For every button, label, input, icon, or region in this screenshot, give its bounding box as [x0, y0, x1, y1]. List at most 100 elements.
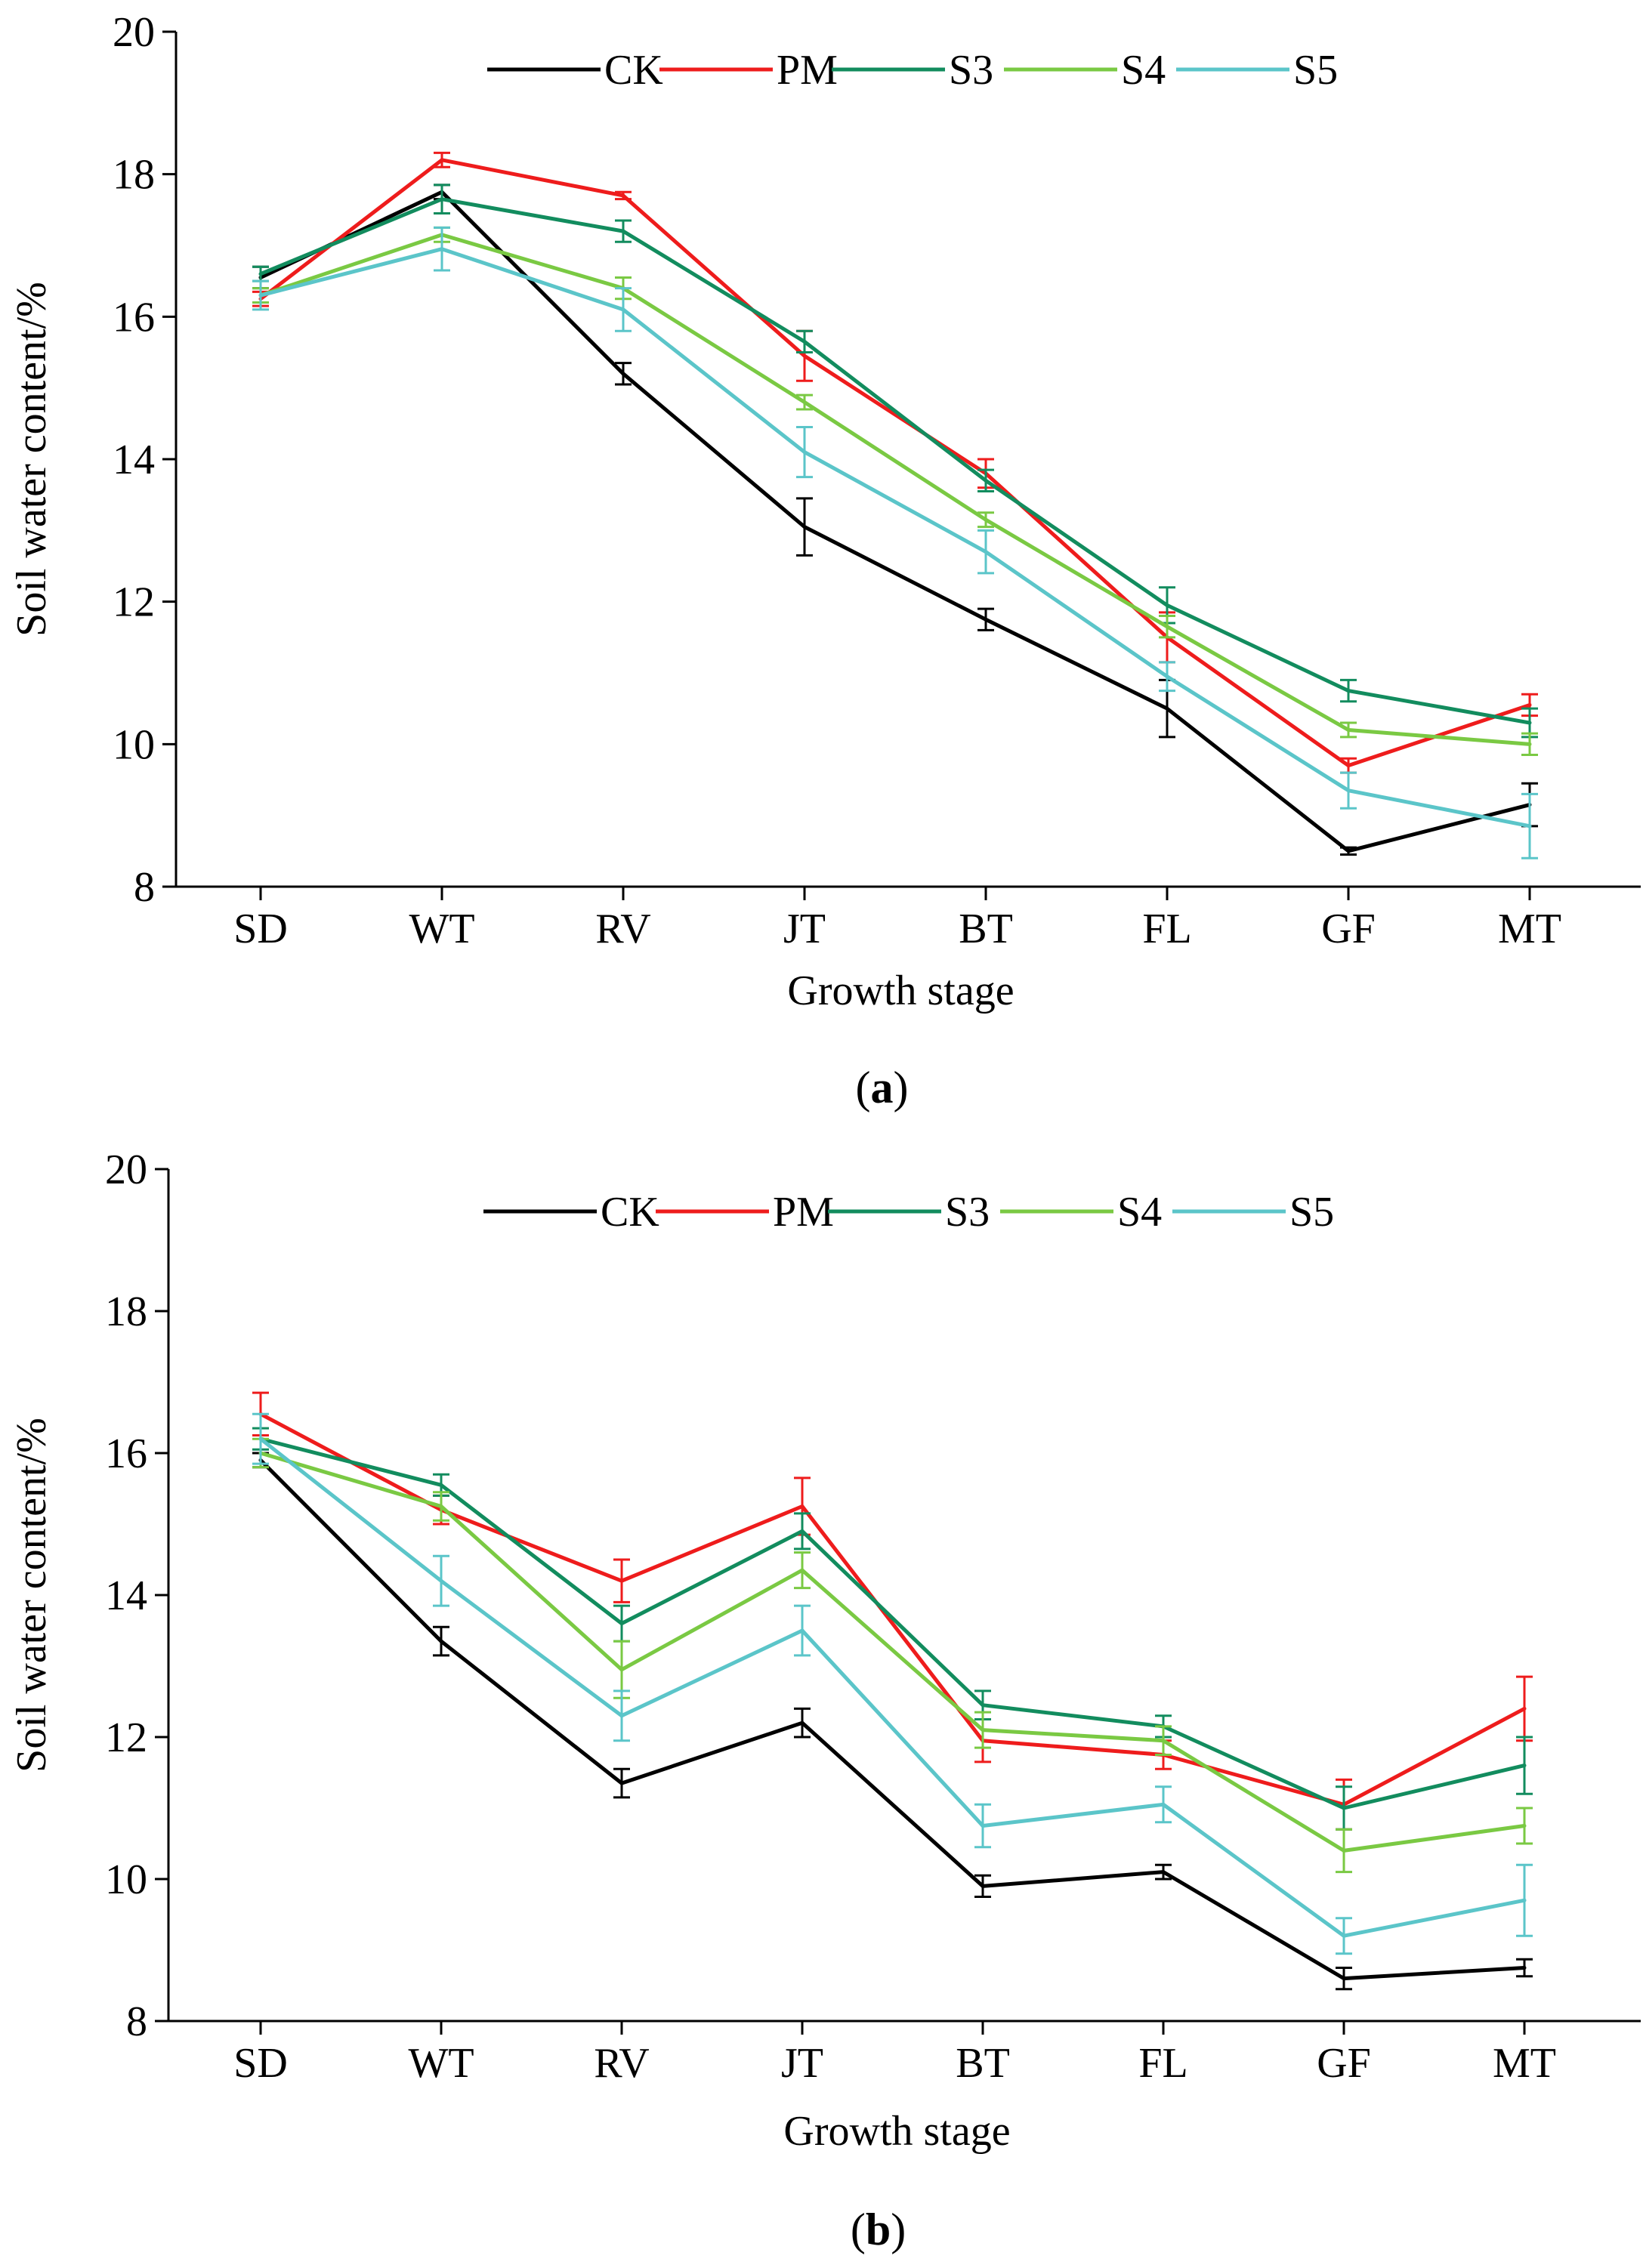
data-point	[619, 1714, 624, 1718]
legend-label-s3: S3	[945, 1189, 990, 1236]
series-line-ck	[259, 1458, 1525, 1981]
data-point	[1342, 1976, 1346, 1981]
legend-label-ck: CK	[604, 47, 663, 94]
data-point	[439, 1639, 443, 1643]
x-tick-label: FL	[1142, 906, 1191, 952]
data-point	[800, 1504, 805, 1508]
data-point	[621, 307, 625, 312]
series-line-ck	[259, 190, 1530, 853]
y-tick-label: 8	[134, 864, 155, 911]
series-s3	[252, 184, 1538, 739]
legend-label-s5: S5	[1293, 47, 1338, 94]
data-point	[981, 1728, 985, 1733]
y-tick-label: 10	[105, 1856, 147, 1903]
panel-label: (a)	[856, 1063, 909, 1112]
data-point	[984, 517, 988, 522]
series-s5	[252, 226, 1538, 859]
data-point	[800, 1720, 805, 1725]
x-tick-label: MT	[1493, 2040, 1556, 2087]
x-tick-label: BT	[959, 906, 1013, 952]
data-point	[981, 1884, 985, 1888]
data-point	[1346, 764, 1351, 768]
data-point	[1161, 1739, 1166, 1743]
data-point	[619, 1578, 624, 1583]
data-point	[1527, 824, 1532, 829]
data-point	[802, 525, 807, 529]
data-point	[981, 1703, 985, 1708]
data-point	[1527, 721, 1532, 725]
chart-panel-b: 8 10 12 14 16 18 20 SD WT RV JT BT FL GF MT Growth stag…	[8, 1146, 1641, 2254]
y-tick-label: 16	[113, 294, 155, 341]
y-axis-title: Soil water content/%	[8, 1418, 55, 1773]
x-tick-label: WT	[409, 906, 474, 952]
series-line-s5	[259, 1437, 1525, 1938]
x-tick-label: GF	[1321, 906, 1376, 952]
x-tick-label: JT	[783, 906, 826, 952]
data-point	[619, 1668, 624, 1672]
data-point	[1346, 727, 1351, 732]
data-point	[1522, 1763, 1527, 1768]
data-point	[1165, 706, 1169, 711]
x-tick-label: WT	[408, 2040, 474, 2087]
data-point	[800, 1628, 805, 1633]
series-line-pm	[259, 158, 1530, 768]
series-s5	[252, 1412, 1533, 1955]
data-point	[1342, 1848, 1346, 1853]
legend-label-pm: PM	[773, 1189, 834, 1236]
data-point	[1346, 849, 1351, 853]
data-point	[1161, 1802, 1166, 1807]
x-tick-label: GF	[1317, 2040, 1371, 2087]
data-point	[1522, 1898, 1527, 1902]
data-point	[1165, 625, 1169, 629]
data-point	[621, 372, 625, 376]
data-point	[1165, 674, 1169, 679]
data-point	[802, 450, 807, 455]
series-ck	[252, 184, 1538, 856]
data-point	[1527, 742, 1532, 746]
legend-label-s4: S4	[1117, 1189, 1162, 1236]
legend-label-s4: S4	[1121, 47, 1166, 94]
data-point	[1346, 788, 1351, 793]
data-point	[984, 478, 988, 483]
data-point	[1522, 1824, 1527, 1828]
panel-label: (b)	[851, 2205, 906, 2254]
data-point	[1346, 689, 1351, 693]
legend-label-s3: S3	[949, 47, 993, 94]
series-line-pm	[259, 1412, 1526, 1807]
data-point	[981, 1824, 985, 1828]
legend-label-ck: CK	[601, 1189, 659, 1236]
data-point	[800, 1568, 805, 1572]
y-axis-title: Soil water content/%	[8, 282, 55, 637]
y-tick-label: 18	[105, 1288, 147, 1335]
series-line-s5	[260, 247, 1530, 829]
data-point	[1342, 1933, 1346, 1938]
data-point	[440, 158, 444, 162]
y-tick-label: 12	[105, 1714, 147, 1761]
x-tick-label: RV	[595, 906, 650, 952]
series-line-s4	[260, 233, 1530, 746]
data-point	[258, 1436, 263, 1441]
data-point	[1165, 603, 1169, 607]
data-point	[621, 193, 625, 198]
x-tick-label: JT	[781, 2040, 823, 2087]
panel-label-open: (	[856, 1063, 871, 1112]
x-tick-label: SD	[233, 2040, 288, 2087]
y-tick-label: 18	[113, 152, 155, 199]
data-point	[258, 272, 263, 276]
x-tick-label: FL	[1138, 2040, 1187, 2087]
legend: CK PM S3 S4 S5	[487, 47, 1338, 94]
legend: CK PM S3 S4 S5	[483, 1189, 1334, 1236]
chart-panel-a: 8 10 12 14 16 18 20 SD WT RV JT BT FL GF MT Growth stag…	[8, 9, 1641, 1112]
data-point	[1522, 1966, 1527, 1970]
y-tick-label: 20	[105, 1146, 147, 1193]
data-point	[619, 1781, 624, 1785]
data-point	[619, 1622, 624, 1626]
y-tick-label: 14	[105, 1572, 147, 1619]
data-point	[439, 1483, 443, 1487]
data-point	[984, 550, 988, 554]
series-line-s4	[260, 1451, 1525, 1853]
data-point	[440, 247, 444, 251]
x-axis-title: Growth stage	[787, 967, 1014, 1014]
panel-label-close: )	[891, 2205, 906, 2254]
